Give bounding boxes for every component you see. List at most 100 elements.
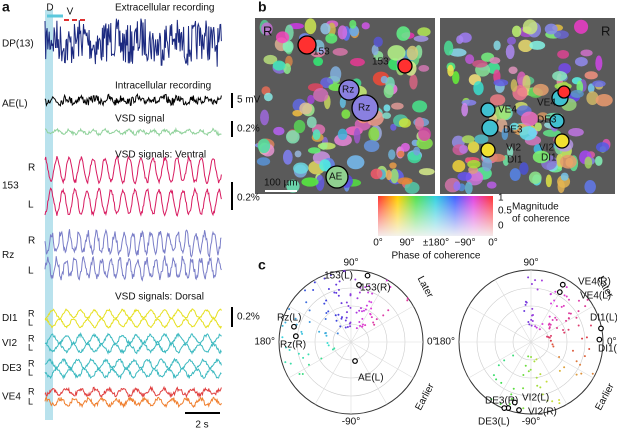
cell bbox=[312, 129, 321, 141]
cell bbox=[528, 171, 542, 184]
colorbar-tick: 90° bbox=[399, 238, 414, 249]
cell bbox=[260, 109, 269, 126]
cell bbox=[383, 84, 394, 99]
dot bbox=[554, 290, 557, 293]
dot bbox=[584, 305, 587, 308]
cell-label: VI2 bbox=[506, 143, 521, 154]
dot bbox=[567, 317, 570, 320]
dot bbox=[370, 316, 373, 319]
dot bbox=[334, 314, 337, 317]
dot bbox=[302, 356, 305, 359]
side-label: L bbox=[28, 200, 34, 211]
trace bbox=[44, 154, 222, 185]
cell-label: Rz bbox=[342, 85, 354, 96]
cell bbox=[457, 171, 472, 181]
dot bbox=[497, 364, 500, 367]
trace bbox=[44, 341, 222, 355]
panel-label: b bbox=[258, 0, 267, 15]
dot bbox=[361, 325, 364, 328]
dot bbox=[499, 403, 502, 406]
trace-title: Intracellular recording bbox=[115, 81, 211, 92]
cell bbox=[286, 179, 300, 193]
cell bbox=[493, 40, 501, 51]
cell bbox=[459, 144, 469, 154]
cell bbox=[595, 55, 603, 71]
dot bbox=[579, 363, 582, 366]
dot bbox=[312, 288, 315, 291]
dot bbox=[362, 309, 365, 312]
dot bbox=[354, 278, 357, 281]
dot bbox=[556, 327, 559, 330]
cell bbox=[319, 159, 331, 172]
polar-spoke bbox=[468, 341, 532, 379]
cell bbox=[595, 142, 610, 153]
polar-spoke bbox=[350, 305, 414, 343]
labeled-point bbox=[596, 336, 603, 343]
cell bbox=[307, 94, 315, 105]
dot bbox=[490, 398, 493, 401]
dot bbox=[550, 302, 553, 305]
cell bbox=[560, 172, 569, 181]
direction-label: Later bbox=[415, 274, 436, 300]
dot bbox=[577, 324, 580, 327]
dot bbox=[301, 332, 304, 335]
point-label: DE3(L) bbox=[478, 417, 510, 428]
cell bbox=[293, 119, 306, 134]
cell bbox=[388, 149, 396, 160]
dot bbox=[344, 319, 347, 322]
dot bbox=[300, 330, 303, 333]
cell-highlight bbox=[397, 58, 413, 74]
cell bbox=[383, 104, 391, 112]
cell-label: VE4 bbox=[537, 98, 556, 109]
marker: V bbox=[67, 7, 74, 18]
cell bbox=[304, 18, 317, 35]
trace-label: 153 bbox=[2, 181, 19, 192]
cell-label: Rz bbox=[358, 103, 370, 114]
dot bbox=[382, 314, 385, 317]
dot bbox=[325, 334, 328, 337]
trace-label: Rz bbox=[2, 250, 14, 261]
cell bbox=[464, 181, 473, 195]
colorbar-tick: 0 bbox=[498, 221, 504, 232]
dot bbox=[563, 331, 566, 334]
point-label: DI1(R) bbox=[598, 344, 617, 355]
dot bbox=[340, 302, 343, 305]
cell bbox=[257, 138, 271, 154]
cell bbox=[511, 25, 522, 38]
trace bbox=[44, 228, 222, 259]
colorbar-title: of coherence bbox=[512, 214, 570, 225]
cell bbox=[467, 141, 480, 153]
cell bbox=[273, 126, 285, 136]
dot bbox=[567, 328, 570, 331]
dot bbox=[508, 403, 511, 406]
cell bbox=[263, 92, 273, 102]
dot bbox=[541, 393, 544, 396]
labeled-point bbox=[291, 323, 297, 330]
cell bbox=[508, 66, 518, 74]
dot bbox=[553, 299, 556, 302]
cell bbox=[584, 179, 596, 194]
cell bbox=[256, 157, 271, 166]
dot bbox=[577, 299, 580, 302]
polar-spoke bbox=[314, 279, 352, 343]
dot bbox=[343, 270, 346, 273]
dot bbox=[565, 286, 568, 289]
dot bbox=[327, 288, 330, 291]
dot bbox=[364, 324, 367, 327]
dot bbox=[530, 318, 533, 321]
dot bbox=[495, 378, 498, 381]
dot bbox=[533, 360, 536, 363]
cell bbox=[545, 174, 552, 188]
trace bbox=[44, 308, 222, 320]
dot bbox=[331, 348, 334, 351]
cell bbox=[474, 134, 489, 144]
dot bbox=[536, 384, 539, 387]
point-label: Rz(L) bbox=[277, 313, 301, 324]
angle-label: 90° bbox=[523, 258, 538, 269]
dot bbox=[565, 295, 568, 298]
dot bbox=[308, 320, 311, 323]
dot bbox=[281, 324, 284, 327]
cell bbox=[397, 150, 405, 158]
dot bbox=[569, 312, 572, 315]
